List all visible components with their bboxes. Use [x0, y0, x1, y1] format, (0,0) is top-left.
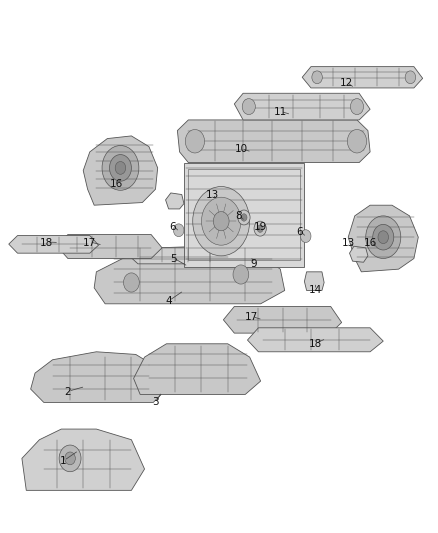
Polygon shape [247, 328, 383, 352]
Circle shape [238, 210, 250, 225]
Circle shape [378, 231, 389, 244]
Polygon shape [94, 245, 285, 304]
Circle shape [350, 99, 364, 115]
Polygon shape [166, 193, 184, 209]
Circle shape [373, 224, 394, 250]
Circle shape [300, 230, 311, 243]
Circle shape [173, 224, 184, 237]
Circle shape [312, 71, 322, 84]
Circle shape [257, 225, 263, 232]
Circle shape [405, 71, 416, 84]
Text: 19: 19 [254, 222, 267, 231]
Text: 18: 18 [309, 339, 322, 349]
Text: 16: 16 [110, 179, 123, 189]
Circle shape [233, 265, 249, 284]
Circle shape [201, 197, 241, 245]
Text: 4: 4 [165, 296, 172, 306]
Circle shape [213, 212, 229, 231]
Text: 13: 13 [342, 238, 355, 247]
Circle shape [110, 155, 131, 181]
Polygon shape [177, 120, 370, 163]
Circle shape [115, 161, 126, 174]
Text: 17: 17 [245, 312, 258, 322]
Circle shape [185, 130, 205, 153]
Circle shape [59, 445, 81, 472]
Polygon shape [22, 429, 145, 490]
Text: 12: 12 [339, 78, 353, 87]
Text: 6: 6 [297, 227, 304, 237]
Polygon shape [57, 235, 162, 259]
Circle shape [102, 146, 139, 190]
Text: 18: 18 [39, 238, 53, 247]
Text: 10: 10 [234, 144, 247, 154]
Text: 2: 2 [64, 387, 71, 397]
Text: 5: 5 [170, 254, 177, 263]
Text: 6: 6 [170, 222, 177, 231]
Circle shape [242, 99, 255, 115]
Circle shape [254, 221, 266, 236]
Text: 3: 3 [152, 398, 159, 407]
Polygon shape [234, 93, 370, 120]
Polygon shape [83, 136, 158, 205]
Text: 17: 17 [83, 238, 96, 247]
Polygon shape [129, 248, 239, 264]
Polygon shape [304, 272, 324, 290]
Circle shape [124, 273, 139, 292]
Circle shape [193, 187, 250, 256]
Text: 14: 14 [309, 286, 322, 295]
Circle shape [366, 216, 401, 259]
Text: 1: 1 [60, 456, 67, 466]
Polygon shape [184, 163, 304, 266]
Text: 16: 16 [364, 238, 377, 247]
Polygon shape [134, 344, 261, 394]
Circle shape [241, 214, 247, 221]
Circle shape [65, 452, 75, 465]
Text: 8: 8 [235, 211, 242, 221]
Polygon shape [350, 246, 368, 262]
Polygon shape [9, 236, 99, 253]
Polygon shape [223, 306, 342, 333]
Text: 9: 9 [251, 259, 258, 269]
Text: 13: 13 [206, 190, 219, 199]
Circle shape [347, 130, 367, 153]
Text: 11: 11 [274, 107, 287, 117]
Polygon shape [31, 352, 166, 402]
Polygon shape [302, 67, 423, 88]
Polygon shape [348, 205, 418, 272]
